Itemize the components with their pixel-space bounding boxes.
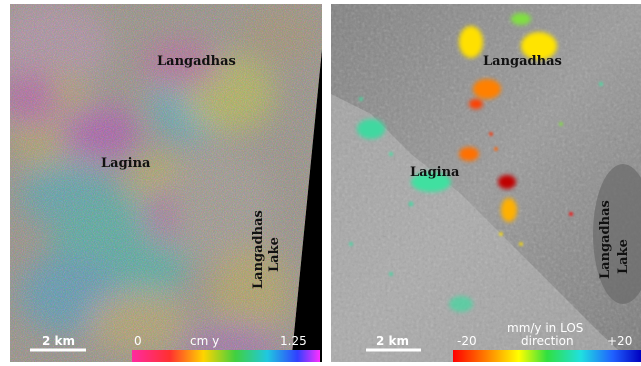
lake-label-line1: Langadhas	[251, 210, 266, 289]
town-label-lagina: Lagina	[410, 165, 460, 180]
colorbar-unit-label-line1: mm/y in LOS	[507, 321, 583, 335]
lake-label-line2: Lake	[616, 239, 631, 274]
lake-label-line1: Langadhas	[598, 200, 613, 279]
colorbar	[453, 350, 641, 362]
colorbar-max-label: +20	[607, 334, 632, 348]
town-label-langadhas: Langadhas	[483, 54, 562, 69]
colorbar	[132, 350, 320, 362]
colorbar-max-label: 1.25	[280, 334, 307, 348]
colorbar-min-label: 0	[134, 334, 142, 348]
scale-bar-label: 2 km	[376, 334, 409, 348]
colorbar-min-label: -20	[457, 334, 477, 348]
colorbar-unit-label: cm y	[190, 334, 219, 348]
colorbar-unit-label-line2: direction	[521, 334, 574, 348]
interferogram-panel: Langadhas Lagina Langadhas Lake 2 km 0 c…	[10, 4, 322, 362]
velocity-panel: Langadhas Lagina Langadhas Lake 2 km -20…	[331, 4, 641, 362]
lake-label-line2: Lake	[267, 237, 282, 272]
town-label-lagina: Lagina	[101, 156, 151, 171]
scale-bar-label: 2 km	[42, 334, 75, 348]
interferogram-map: Langadhas Lagina Langadhas Lake 2 km 0 c…	[10, 4, 322, 362]
town-label-langadhas: Langadhas	[157, 54, 236, 69]
velocity-map: Langadhas Lagina Langadhas Lake 2 km -20…	[331, 4, 641, 362]
